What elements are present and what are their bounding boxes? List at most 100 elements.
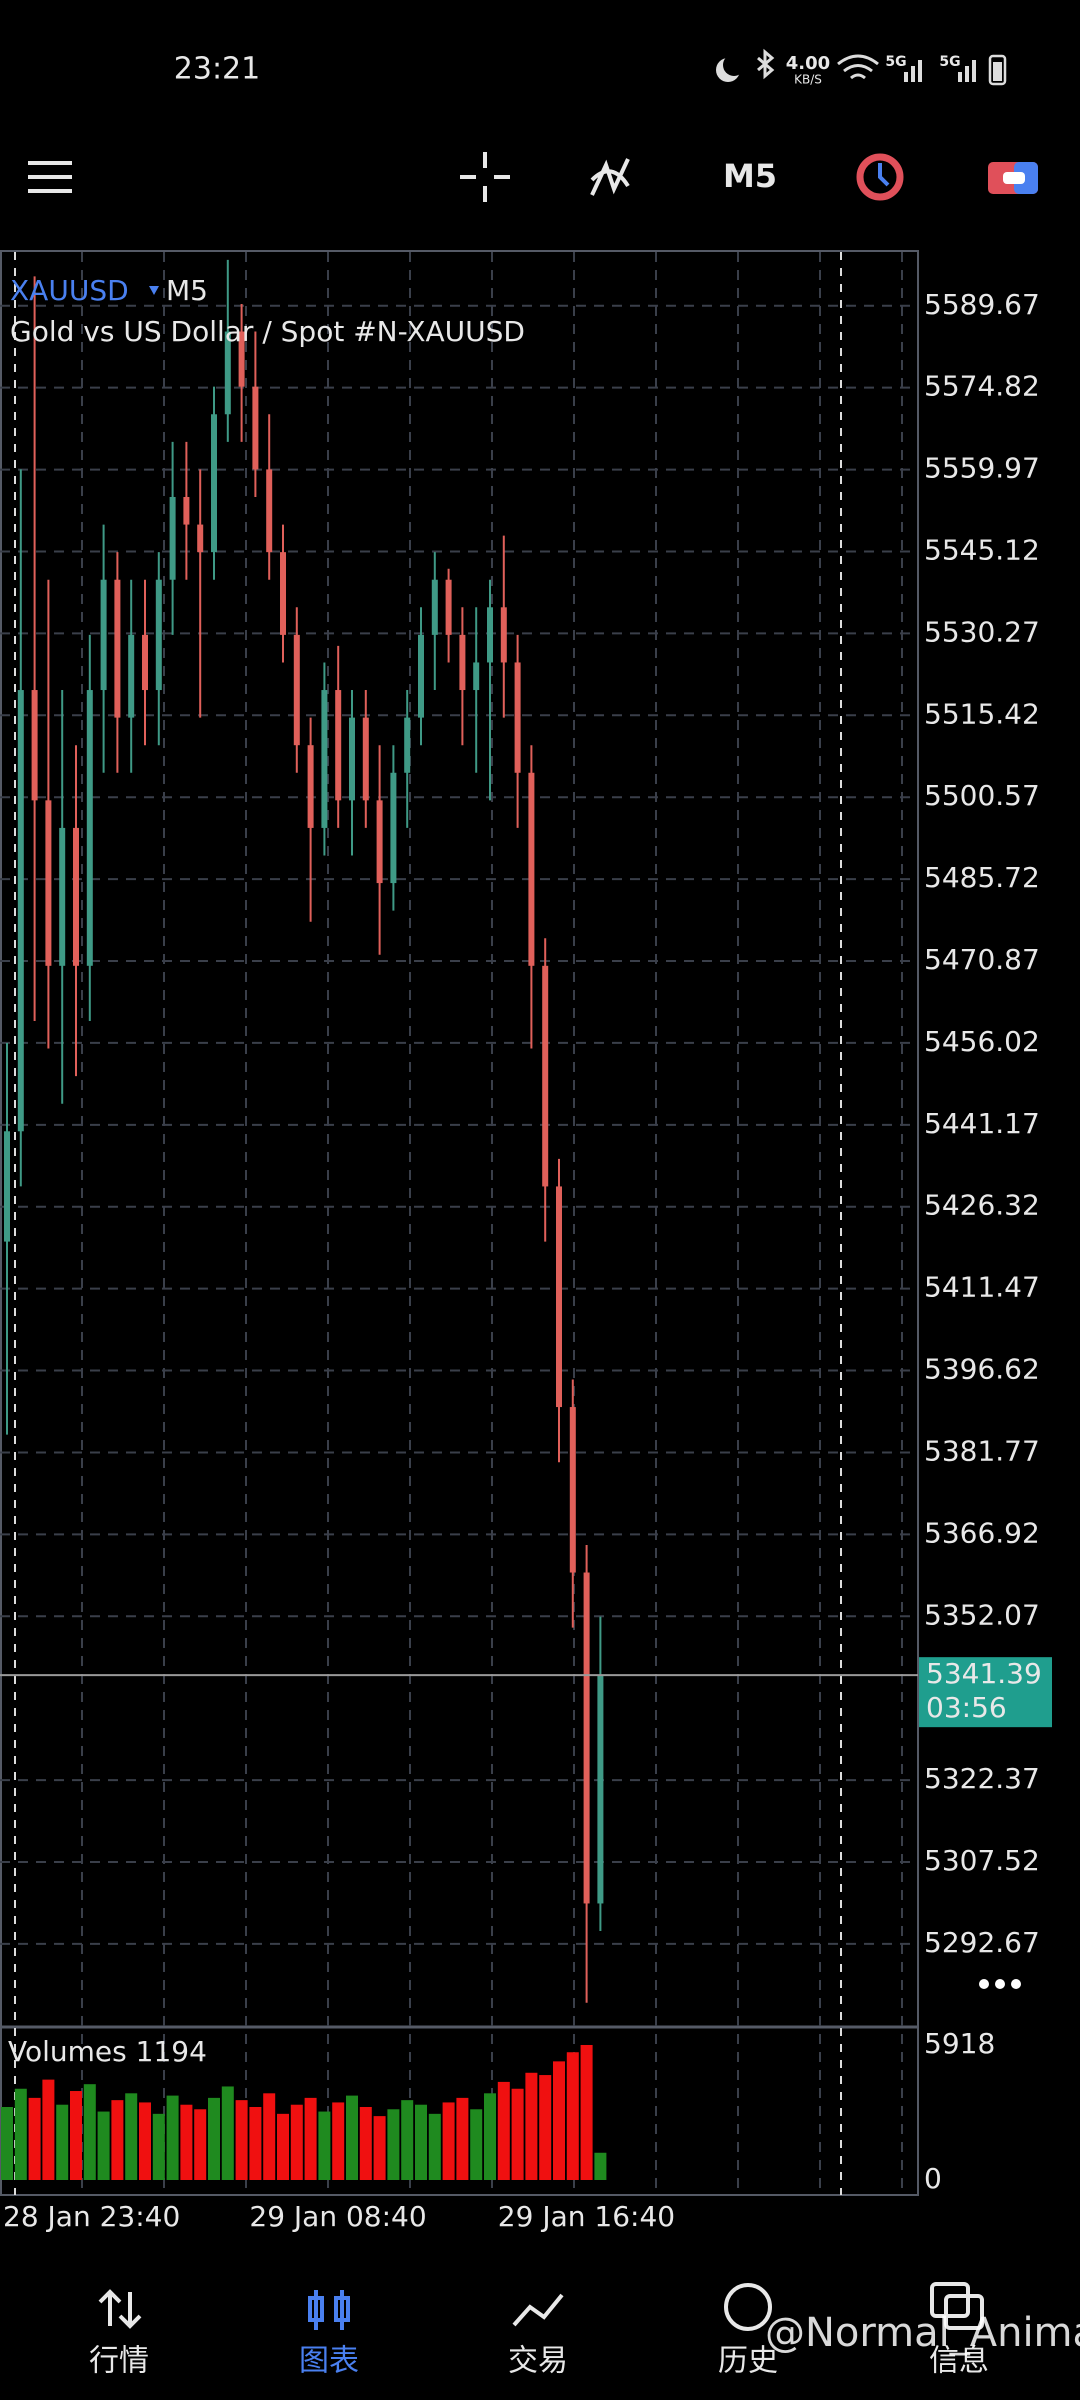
volume-bar: [415, 2104, 427, 2180]
volume-bar: [42, 2079, 55, 2180]
nav-label: 交易: [508, 2344, 568, 2379]
volume-bar: [346, 2095, 358, 2180]
candle-body: [376, 800, 383, 884]
volume-bar: [318, 2111, 331, 2180]
indicators-button[interactable]: [590, 158, 630, 196]
volume-bar: [497, 2081, 510, 2180]
y-tick-label: 5307.52: [924, 1844, 1040, 1877]
candle-body: [155, 579, 162, 691]
volume-bar: [56, 2104, 69, 2180]
volume-bar: [594, 2152, 607, 2180]
y-tick-label: 5545.12: [924, 533, 1040, 566]
clock-button[interactable]: [856, 153, 904, 201]
candle-body: [45, 800, 52, 966]
chart-icon-candle: [308, 2296, 324, 2322]
volume-bar: [428, 2113, 441, 2180]
y-tick-label: 5515.42: [924, 697, 1040, 730]
volume-bar: [442, 2102, 455, 2180]
candle-body: [556, 1186, 562, 1408]
messages-icon[interactable]: [930, 2282, 970, 2318]
chart-timeframe: M5: [166, 274, 208, 307]
volume-bar: [166, 2095, 179, 2180]
symbol[interactable]: XAUUSD: [10, 274, 129, 307]
volume-title: Volumes: [8, 2035, 127, 2068]
timeframe-button[interactable]: M5: [723, 157, 777, 195]
trade-button-half: [1014, 162, 1038, 194]
battery-level: [993, 62, 1002, 81]
crosshair-button[interactable]: [460, 152, 510, 202]
history-icon[interactable]: [724, 2283, 772, 2331]
candle-body: [86, 690, 93, 966]
signal-bar: [904, 72, 908, 82]
volume-bar: [14, 2088, 27, 2180]
candle-body: [597, 1675, 604, 1904]
bottom-nav: [98, 2282, 984, 2331]
y-tick-label: 5456.02: [924, 1025, 1040, 1058]
speed: 4.00: [786, 53, 830, 74]
symbol-description: Gold vs US Dollar / Spot #N-XAUUSD: [10, 315, 525, 348]
dot: [995, 1979, 1005, 1989]
volume-bar: [580, 2044, 593, 2180]
candle-body: [583, 1572, 590, 1904]
volume-bar: [83, 2084, 96, 2180]
candle-body: [183, 496, 190, 525]
candle-body: [500, 607, 507, 663]
menu-button[interactable]: [28, 161, 72, 193]
y-tick-label: 5292.67: [924, 1926, 1040, 1959]
candle-body: [252, 386, 259, 470]
signal-bar: [911, 66, 915, 82]
y-tick-label: 5485.72: [924, 861, 1040, 894]
candle-body: [487, 607, 493, 663]
volume-bar: [194, 2109, 207, 2180]
volume-bar: [277, 2113, 289, 2180]
volume-bar: [97, 2111, 110, 2180]
volume-bar: [208, 2097, 220, 2180]
candle-body: [142, 634, 148, 691]
candle-body: [321, 690, 328, 828]
candle-body: [197, 524, 204, 553]
nav-label: 信息: [929, 2344, 989, 2379]
volume-current: 1194: [136, 2035, 207, 2068]
symbol-dropdown: [149, 286, 159, 295]
clock-hand: [878, 163, 890, 187]
trade-icon[interactable]: [512, 2293, 564, 2327]
y-tick-label: 5396.62: [924, 1353, 1040, 1386]
y-tick-label: 5530.27: [924, 615, 1040, 648]
candle-body: [362, 717, 369, 801]
candle-body: [100, 579, 107, 691]
volume-bar: [304, 2097, 317, 2180]
volume-bar: [290, 2104, 303, 2180]
candle-body: [211, 414, 217, 553]
network-2: 5G: [939, 54, 960, 70]
y-tick-label: 5559.97: [924, 452, 1040, 485]
volume-bar: [70, 2091, 82, 2180]
y-tick-label: 5426.32: [924, 1189, 1040, 1222]
current-price-tag: [919, 1657, 1052, 1728]
volume-bar: [470, 2109, 483, 2180]
nav-label: 历史: [718, 2344, 778, 2379]
toolbar: [28, 152, 1038, 202]
volume-bar: [111, 2100, 124, 2180]
more-button[interactable]: [979, 1979, 1021, 1989]
candle-body: [445, 579, 452, 635]
current-price-label: 5341.39: [926, 1657, 1042, 1690]
candle-body: [431, 579, 438, 635]
quotes-icon[interactable]: [98, 2289, 142, 2329]
volume-tick-label: 0: [924, 2162, 942, 2195]
volume-bar: [539, 2075, 552, 2180]
y-tick-label: 5352.07: [924, 1598, 1040, 1631]
battery-icon: [988, 54, 1007, 86]
candle-body: [404, 717, 411, 773]
y-tick-label: 5589.67: [924, 288, 1040, 321]
moon-cut: [723, 54, 745, 76]
volume-bar: [456, 2097, 469, 2180]
nav-label: 图表: [299, 2344, 359, 2379]
volume-bar: [484, 2093, 496, 2180]
signal-bar: [958, 72, 962, 82]
trade-button-center: [1003, 172, 1025, 184]
candle-body: [390, 772, 397, 884]
candle-body: [128, 634, 135, 718]
volume-bar: [152, 2113, 165, 2180]
